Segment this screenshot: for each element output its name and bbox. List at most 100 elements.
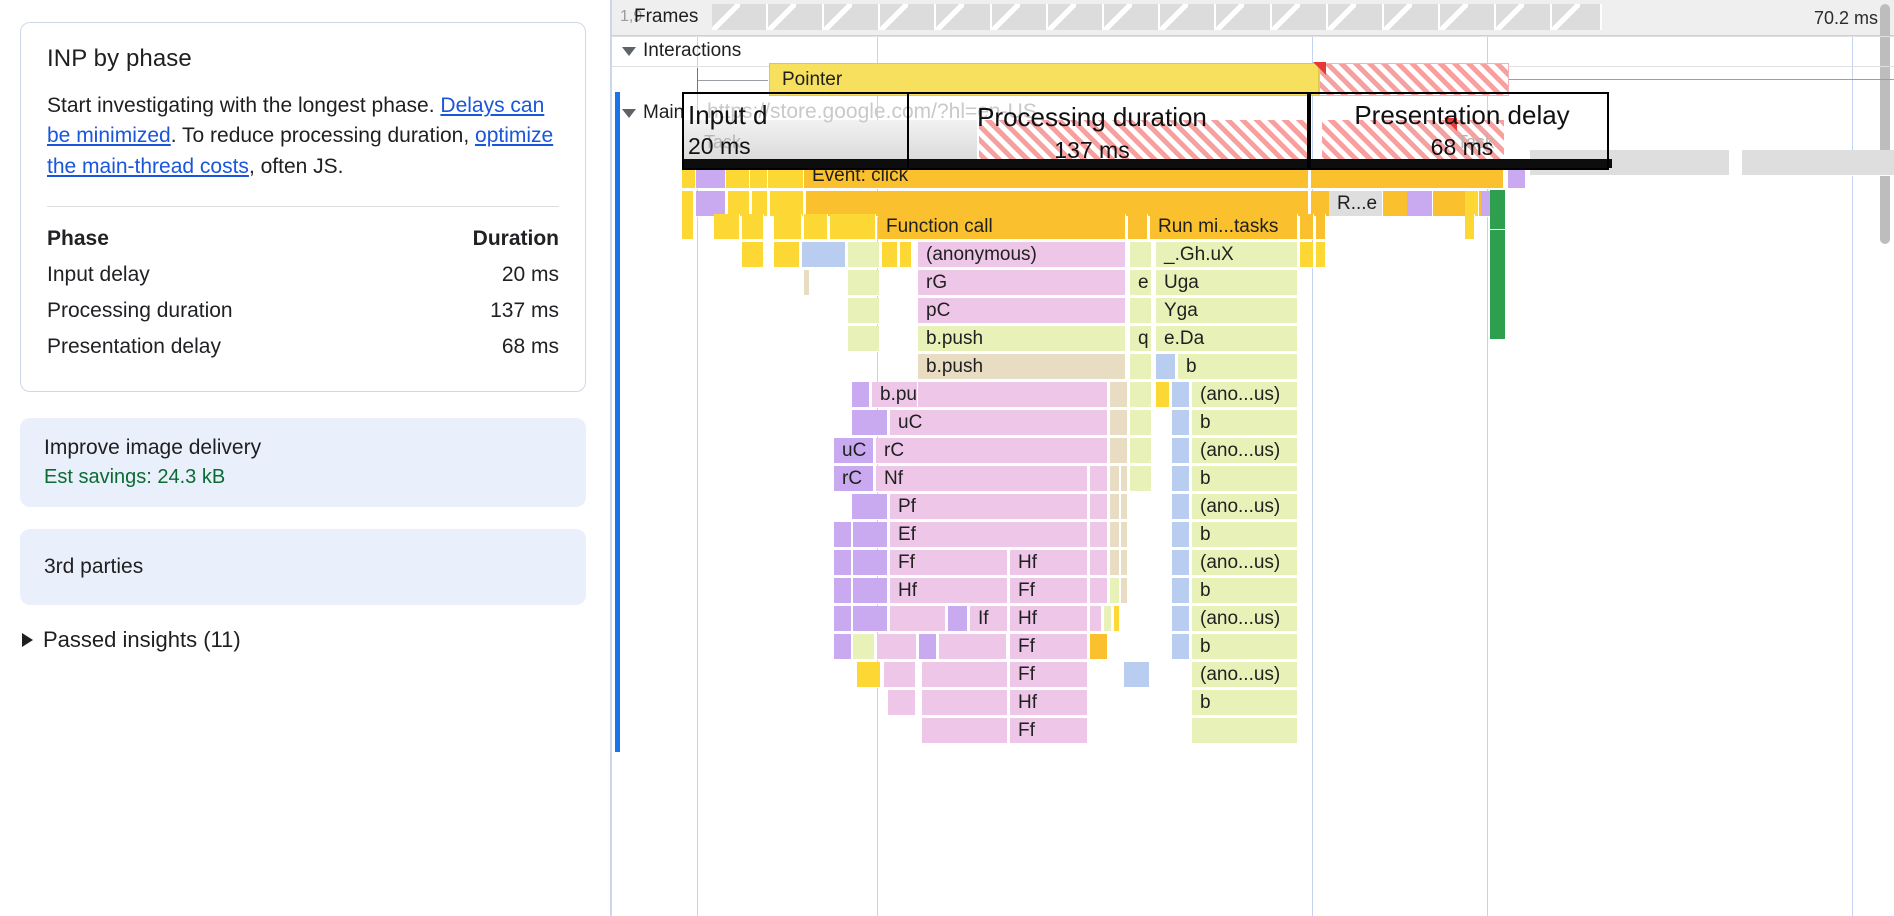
frame-block[interactable]	[768, 4, 824, 30]
flame-block[interactable]	[1130, 298, 1152, 324]
flame-block[interactable]	[919, 634, 937, 660]
time-ruler[interactable]: 1,9 70.2 ms	[612, 0, 1894, 36]
flame-block[interactable]	[1090, 634, 1108, 660]
flame-block[interactable]	[1465, 214, 1475, 240]
flame-block[interactable]	[1172, 466, 1190, 492]
delays-link[interactable]: Delays can be minimized	[47, 94, 545, 148]
stack-block[interactable]: b	[1192, 522, 1298, 548]
stack-block[interactable]: (ano...us)	[1192, 494, 1298, 520]
frame-block[interactable]	[1496, 4, 1552, 30]
flame-block[interactable]	[1130, 410, 1152, 436]
flame-block[interactable]	[830, 214, 876, 240]
stack-block[interactable]: b.push	[918, 326, 1126, 352]
stack-block[interactable]: Nf	[876, 466, 1088, 492]
flame-block[interactable]	[1130, 382, 1152, 408]
frame-block[interactable]	[1048, 4, 1104, 30]
flame-block[interactable]	[1192, 718, 1298, 744]
stack-block[interactable]: rG	[918, 270, 1126, 296]
flame-block[interactable]	[1090, 578, 1108, 604]
flame-block[interactable]	[1121, 550, 1128, 576]
flame-block[interactable]	[1121, 466, 1128, 492]
flame-block[interactable]	[1316, 214, 1326, 240]
stack-block[interactable]: b	[1192, 466, 1298, 492]
flame-block[interactable]	[1130, 466, 1152, 492]
sub-stack-block[interactable]: Ff	[1010, 718, 1088, 744]
flame-block[interactable]	[848, 298, 880, 324]
stack-block[interactable]: e.Da	[1156, 326, 1298, 352]
flame-block[interactable]	[1172, 606, 1190, 632]
frame-block[interactable]	[1104, 4, 1160, 30]
sub-stack-block[interactable]: Ff	[1010, 662, 1088, 688]
run-microtasks-block[interactable]: Run mi...tasks	[1150, 214, 1298, 240]
flame-block[interactable]	[770, 191, 804, 217]
frame-block[interactable]	[880, 4, 936, 30]
flame-block[interactable]	[834, 578, 852, 604]
flame-block[interactable]	[1090, 522, 1108, 548]
insight-3rd-parties[interactable]: 3rd parties	[20, 529, 586, 606]
stack-block[interactable]: Hf	[890, 578, 1008, 604]
inp-by-phase-card[interactable]: INP by phase Start investigating with th…	[20, 22, 586, 393]
flame-block[interactable]	[774, 214, 802, 240]
flame-block[interactable]	[922, 718, 1008, 744]
presentation-delay-overlay[interactable]	[1309, 92, 1609, 170]
flame-block[interactable]	[1110, 466, 1120, 492]
flame-block[interactable]	[1130, 438, 1152, 464]
flame-block[interactable]	[682, 214, 694, 240]
flame-block[interactable]	[1172, 550, 1190, 576]
sub-stack-block[interactable]: Hf	[1010, 550, 1088, 576]
flame-block[interactable]	[888, 690, 916, 716]
flame-block[interactable]	[804, 214, 828, 240]
flame-block[interactable]	[804, 270, 810, 296]
stack-block[interactable]: b.push	[872, 382, 918, 408]
flame-block[interactable]	[852, 494, 888, 520]
flame-block[interactable]	[1172, 578, 1190, 604]
frame-block[interactable]	[824, 4, 880, 30]
frame-block[interactable]	[992, 4, 1048, 30]
mid-block[interactable]: q	[1130, 326, 1152, 352]
stack-block[interactable]: (ano...us)	[1192, 606, 1298, 632]
flame-block[interactable]	[939, 634, 1007, 660]
flame-block[interactable]	[1300, 214, 1314, 240]
stack-block[interactable]: b	[1178, 354, 1298, 380]
flame-block[interactable]	[848, 326, 880, 352]
flame-block[interactable]	[834, 522, 852, 548]
flame-block-grey[interactable]	[1742, 150, 1894, 176]
flame-block[interactable]	[1114, 606, 1120, 632]
flame-block[interactable]	[1090, 550, 1108, 576]
flame-block[interactable]	[1407, 191, 1433, 217]
flame-block[interactable]	[1128, 214, 1148, 240]
flame-block[interactable]	[1172, 410, 1190, 436]
flame-block[interactable]	[922, 662, 1008, 688]
timeline-panel[interactable]: 1,9 70.2 ms Frames	[612, 0, 1894, 916]
flame-block[interactable]	[900, 242, 912, 268]
stack-block[interactable]: pC	[918, 298, 1126, 324]
stack-block[interactable]: Pf	[890, 494, 1088, 520]
flame-block[interactable]	[834, 634, 852, 660]
frame-block[interactable]	[1272, 4, 1328, 30]
task-block-grey[interactable]	[682, 120, 977, 164]
track-label-main[interactable]: Main	[622, 102, 684, 124]
frames-strip[interactable]	[712, 4, 1868, 32]
stack-block[interactable]: rC	[876, 438, 1108, 464]
flame-block[interactable]	[1110, 382, 1128, 408]
flame-block[interactable]	[774, 242, 800, 268]
flame-block[interactable]	[848, 242, 880, 268]
flame-block[interactable]	[1110, 494, 1120, 520]
mid-block[interactable]: e	[1130, 270, 1152, 296]
flame-block[interactable]	[1130, 354, 1152, 380]
frame-block[interactable]	[1216, 4, 1272, 30]
stack-block[interactable]: b	[1192, 690, 1298, 716]
flame-block[interactable]	[1110, 522, 1120, 548]
optimize-main-thread-link[interactable]: optimize the main-thread costs	[47, 124, 554, 178]
vertical-scrollbar[interactable]	[1880, 4, 1890, 244]
stack-block[interactable]: Ef	[890, 522, 1088, 548]
flame-block[interactable]	[1121, 494, 1128, 520]
stack-block[interactable]: uC	[890, 410, 1108, 436]
flame-block-green[interactable]	[1490, 190, 1506, 230]
flame-block[interactable]	[890, 606, 946, 632]
flame-block[interactable]	[884, 662, 916, 688]
flame-block[interactable]	[1090, 494, 1108, 520]
flame-block[interactable]	[1316, 242, 1326, 268]
stack-block[interactable]: Ff	[890, 550, 1008, 576]
sub-stack-block[interactable]: If	[970, 606, 1008, 632]
